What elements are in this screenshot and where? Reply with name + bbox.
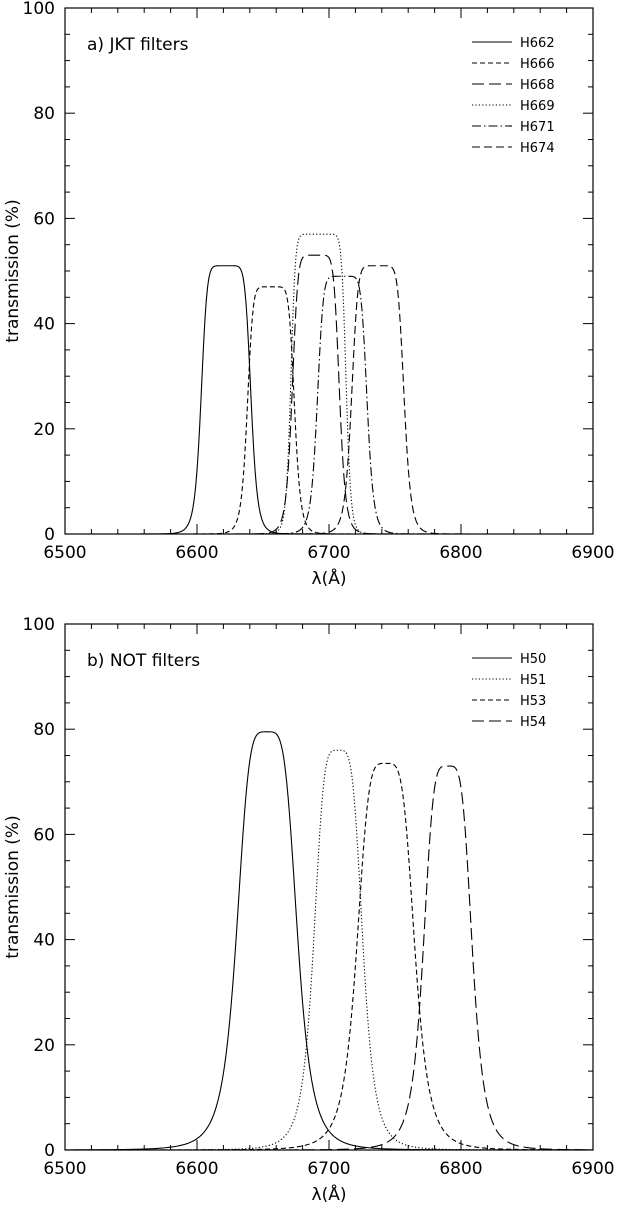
series-line-H53	[65, 762, 594, 1151]
y-axis-label: transmission (%)	[3, 199, 23, 342]
series-line-H50	[65, 731, 593, 1151]
panel-label: b) NOT filters	[87, 651, 200, 671]
plot-frame-0	[64, 7, 594, 535]
series-line-H666	[65, 286, 593, 535]
x-tick-label: 6600	[175, 543, 218, 563]
series-line-H669	[65, 233, 593, 535]
panel-label: a) JKT filters	[87, 35, 189, 55]
y-tick-label: 100	[23, 615, 55, 635]
legend-label: H662	[520, 36, 555, 51]
x-axis-label: λ(Å)	[312, 1183, 347, 1205]
y-axis-label: transmission (%)	[3, 815, 23, 958]
y-tick-label: 0	[44, 525, 55, 545]
series-line-H54	[65, 765, 594, 1151]
legend-label: H51	[520, 673, 546, 688]
x-tick-label: 6500	[43, 1159, 86, 1179]
plot-frame-1	[64, 623, 594, 1151]
legend-label: H674	[520, 141, 555, 156]
x-tick-label: 6700	[307, 543, 350, 563]
x-tick-label: 6800	[439, 1159, 482, 1179]
legend-label: H53	[520, 694, 546, 709]
y-tick-label: 0	[44, 1141, 55, 1161]
x-tick-label: 6700	[307, 1159, 350, 1179]
y-tick-label: 100	[23, 0, 55, 19]
y-tick-label: 40	[33, 315, 55, 335]
y-tick-label: 80	[33, 104, 55, 124]
y-tick-label: 20	[33, 1036, 55, 1056]
y-tick-label: 40	[33, 931, 55, 951]
series-line-H51	[65, 749, 594, 1151]
y-tick-label: 60	[33, 209, 55, 229]
legend-label: H54	[520, 715, 546, 730]
x-axis-label: λ(Å)	[312, 567, 347, 589]
x-tick-label: 6500	[43, 543, 86, 563]
y-tick-label: 20	[33, 420, 55, 440]
x-tick-label: 6900	[571, 543, 614, 563]
legend-label: H50	[520, 652, 546, 667]
legend-label: H671	[520, 120, 555, 135]
series-line-H671	[65, 275, 593, 535]
y-tick-label: 60	[33, 825, 55, 845]
x-tick-label: 6600	[175, 1159, 218, 1179]
legend-label: H668	[520, 78, 555, 93]
series-line-H674	[65, 265, 593, 535]
legend-label: H666	[520, 57, 555, 72]
legend-label: H669	[520, 99, 555, 114]
y-tick-label: 80	[33, 720, 55, 740]
series-line-H668	[65, 254, 593, 535]
x-tick-label: 6900	[571, 1159, 614, 1179]
series-line-H662	[65, 265, 593, 535]
x-tick-label: 6800	[439, 543, 482, 563]
